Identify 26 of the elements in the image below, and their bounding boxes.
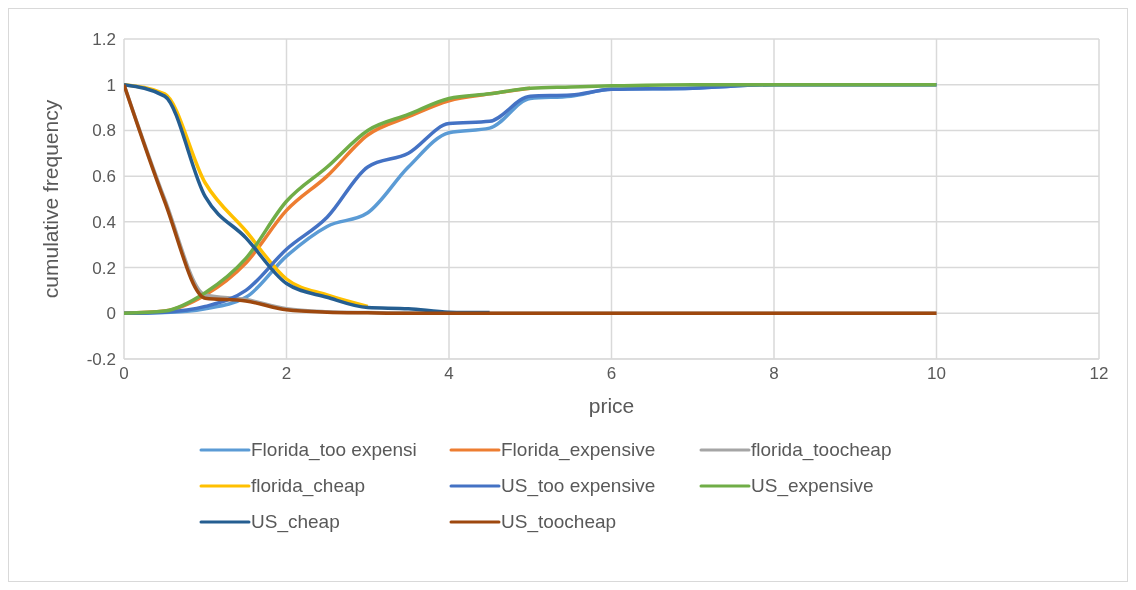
y-axis-title: cumulative frequency bbox=[39, 99, 63, 299]
y-tick-label: 0.4 bbox=[92, 212, 116, 232]
legend-label: Florida_expensive bbox=[501, 439, 656, 461]
y-tick-label: 1.2 bbox=[92, 30, 116, 50]
x-tick-label: 6 bbox=[606, 364, 617, 384]
legend-label: florida_toocheap bbox=[751, 439, 892, 461]
x-tick-label: 0 bbox=[119, 364, 129, 384]
line-series bbox=[124, 82, 939, 316]
legend-label: US_toocheap bbox=[501, 511, 617, 533]
y-tick-label: 1 bbox=[106, 75, 116, 95]
legend-label: Florida_too expensi bbox=[251, 439, 417, 461]
legend-label: US_expensive bbox=[751, 475, 874, 497]
x-tick-label: 12 bbox=[1089, 364, 1109, 384]
x-tick-label: 10 bbox=[927, 364, 946, 384]
x-tick-label: 4 bbox=[444, 364, 454, 384]
legend-label: US_too expensive bbox=[501, 475, 656, 497]
y-tick-label: -0.2 bbox=[86, 350, 116, 370]
y-tick-label: 0.6 bbox=[92, 167, 116, 187]
x-axis-title: price bbox=[588, 394, 635, 417]
x-tick-label: 8 bbox=[769, 364, 779, 384]
x-tick-label: 2 bbox=[281, 364, 292, 384]
legend-label: florida_cheap bbox=[251, 475, 366, 497]
y-tick-label: 0.8 bbox=[92, 121, 116, 141]
legend-label: US_cheap bbox=[251, 511, 340, 533]
y-tick-label: 0 bbox=[106, 304, 116, 324]
y-tick-label: 0.2 bbox=[92, 258, 116, 278]
